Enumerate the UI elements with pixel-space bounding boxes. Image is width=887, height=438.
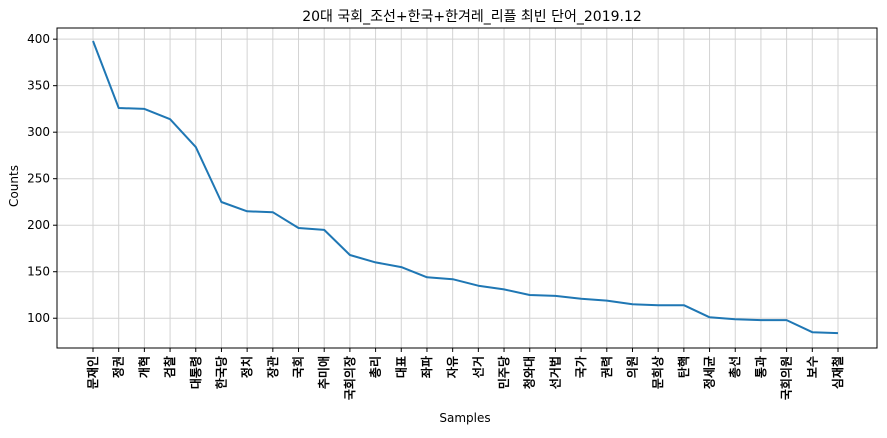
x-tick-label: 총선 xyxy=(727,356,742,378)
x-tick-label: 장관 xyxy=(265,356,280,378)
x-tick-label: 문재인 xyxy=(85,356,100,389)
y-tick-label: 200 xyxy=(27,218,50,232)
x-tick-label: 추미애 xyxy=(316,356,331,389)
grid xyxy=(57,28,877,348)
series-line xyxy=(92,40,839,335)
x-tick-label: 심재철 xyxy=(830,356,845,389)
x-tick-label: 청와대 xyxy=(522,356,537,389)
y-tick-label: 400 xyxy=(27,32,50,46)
x-tick-label: 대표 xyxy=(394,356,408,378)
x-tick-label: 정치 xyxy=(239,356,254,378)
x-tick-label: 국회 xyxy=(291,356,306,378)
x-tick-label: 의원 xyxy=(624,356,639,378)
plot-frame xyxy=(56,27,878,349)
x-ticks: 문재인 정권 개혁 검찰 대통령 한국당 정치 장관 국회 추미애 국회의장 총리 대표 좌파 자유 선거 민주… xyxy=(85,348,845,400)
y-axis-title: Counts xyxy=(7,165,21,207)
x-tick-label: 자유 xyxy=(445,356,460,378)
x-tick-label: 대통령 xyxy=(188,356,203,389)
x-tick-label: 좌파 xyxy=(419,356,434,378)
x-tick-label: 한국당 xyxy=(213,356,228,389)
series xyxy=(92,40,839,335)
x-tick-label: 탄핵 xyxy=(676,356,691,378)
x-tick-label: 정세균 xyxy=(702,356,717,389)
axes xyxy=(56,27,878,349)
chart-title: 20대 국회_조선+한국+한겨레_리플 최빈 단어_2019.12 xyxy=(302,9,642,25)
x-tick-label: 국회의장 xyxy=(342,356,357,400)
x-tick-label: 통과 xyxy=(753,356,768,378)
x-axis-title: Samples xyxy=(439,411,490,425)
x-tick-label: 총리 xyxy=(368,356,383,378)
x-tick-label: 권력 xyxy=(600,356,614,378)
y-tick-label: 250 xyxy=(27,172,50,186)
x-tick-label: 국회의원 xyxy=(779,356,794,400)
y-ticks: 100 150 200 250 300 350 400 xyxy=(27,32,57,325)
y-tick-label: 150 xyxy=(27,265,50,279)
x-tick-label: 정권 xyxy=(111,356,126,378)
y-tick-label: 300 xyxy=(27,125,50,139)
x-tick-label: 선거법 xyxy=(547,356,562,389)
y-tick-label: 350 xyxy=(27,79,50,93)
x-tick-label: 보수 xyxy=(805,356,819,378)
x-tick-label: 민주당 xyxy=(496,356,511,389)
x-tick-label: 국가 xyxy=(573,356,588,378)
x-tick-label: 검찰 xyxy=(162,356,177,378)
y-tick-label: 100 xyxy=(27,311,50,325)
x-tick-label: 개혁 xyxy=(136,356,151,378)
x-tick-label: 선거 xyxy=(470,356,485,378)
x-tick-label: 문희상 xyxy=(650,356,665,389)
